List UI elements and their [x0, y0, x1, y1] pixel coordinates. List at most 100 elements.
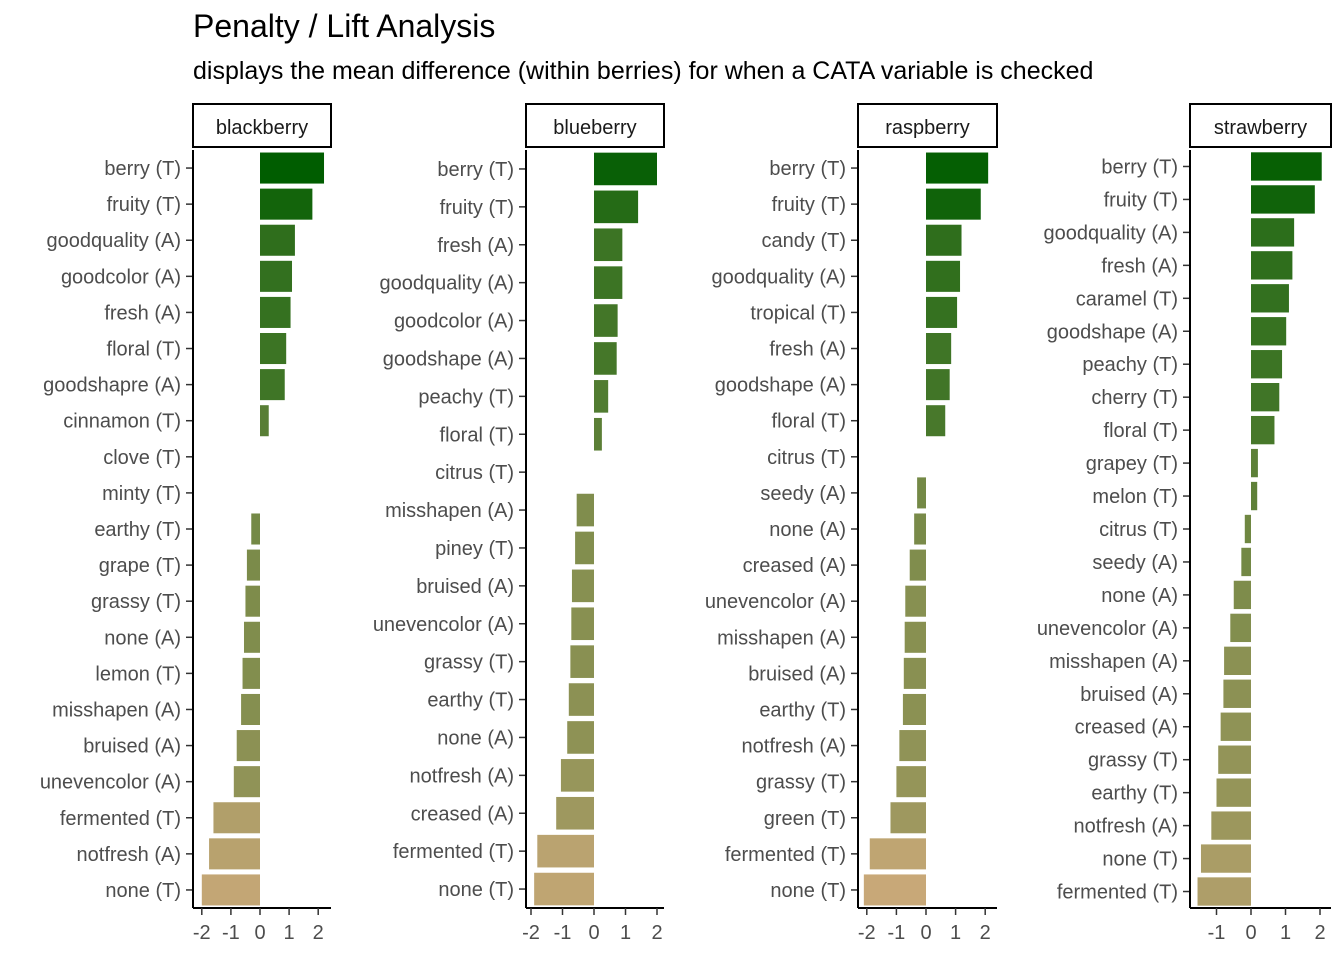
- bar: [1251, 448, 1258, 478]
- y-tick-label: fermented (T): [725, 844, 846, 866]
- bar: [594, 266, 623, 299]
- bar: [570, 645, 594, 678]
- bar: [246, 549, 260, 581]
- bar: [902, 693, 926, 725]
- bar: [904, 621, 926, 653]
- bar: [903, 657, 926, 689]
- y-tick-label: grassy (T): [1088, 750, 1178, 772]
- x-tick-label: 2: [651, 922, 662, 944]
- y-tick-label: earthy (T): [1091, 783, 1178, 805]
- bar: [926, 188, 981, 220]
- bar: [926, 333, 952, 365]
- bar: [568, 683, 594, 716]
- y-tick-label: fresh (A): [1101, 255, 1178, 277]
- y-tick-label: bruised (A): [416, 576, 514, 598]
- y-tick-label: floral (T): [772, 411, 846, 433]
- y-tick-label: unevencolor (A): [1037, 618, 1178, 640]
- x-tick-label: 0: [254, 922, 265, 944]
- bar: [926, 369, 950, 401]
- bar: [260, 152, 325, 184]
- bar: [1251, 152, 1322, 181]
- y-tick-label: fruity (T): [107, 194, 181, 216]
- y-tick-label: none (A): [437, 727, 514, 749]
- y-tick-label: notfresh (A): [410, 765, 514, 787]
- y-tick-label: bruised (A): [748, 663, 846, 685]
- bar: [1216, 778, 1251, 807]
- strip-box: [525, 103, 665, 148]
- strip-label: raspberry: [885, 117, 969, 139]
- y-tick-label: berry (T): [104, 158, 181, 180]
- bar: [575, 531, 594, 565]
- y-tick-label: seedy (A): [760, 483, 846, 505]
- y-tick-label: creased (A): [411, 803, 514, 825]
- y-tick-label: fermented (T): [60, 808, 181, 830]
- y-tick-label: grassy (T): [91, 591, 181, 613]
- bar: [260, 333, 287, 365]
- bar: [926, 260, 961, 292]
- bar: [567, 721, 594, 754]
- x-tick-label: -2: [858, 922, 876, 944]
- facet-panel-blackberry: blackberry berry (T) fruity (T) goodquality…: [40, 103, 332, 944]
- y-tick-label: floral (T): [440, 424, 514, 446]
- facet-panel-strawberry: strawberry berry (T) fruity (T) goodquality…: [1037, 103, 1332, 944]
- y-tick-label: misshapen (A): [1049, 651, 1178, 673]
- y-tick-label: fresh (A): [769, 339, 846, 361]
- bar: [1218, 745, 1251, 774]
- y-tick-label: misshapen (A): [717, 627, 846, 649]
- bar: [560, 759, 594, 792]
- y-tick-label: goodshape (A): [383, 348, 514, 370]
- y-tick-label: citrus (T): [767, 447, 846, 469]
- bar: [260, 405, 269, 437]
- strip-label: blueberry: [553, 117, 636, 139]
- y-tick-label: misshapen (A): [52, 699, 181, 721]
- y-tick-label: notfresh (A): [77, 844, 181, 866]
- strip-box: [1189, 103, 1332, 148]
- y-tick-label: goodshape (A): [1047, 321, 1178, 343]
- x-tick-label: -1: [222, 922, 240, 944]
- facet-panel-raspberry: raspberry berry (T) fruity (T) candy (T) goo…: [705, 103, 998, 944]
- bar: [245, 585, 260, 617]
- y-tick-label: unevencolor (A): [373, 614, 514, 636]
- y-tick-label: earthy (T): [759, 699, 846, 721]
- bar: [213, 802, 260, 834]
- y-tick-label: green (T): [764, 808, 846, 830]
- x-tick-label: 2: [313, 922, 324, 944]
- y-tick-label: bruised (A): [83, 736, 181, 758]
- bar: [926, 296, 958, 328]
- bar: [1233, 580, 1251, 610]
- y-tick-label: goodquality (A): [711, 266, 846, 288]
- y-tick-label: creased (A): [743, 555, 846, 577]
- x-tick-label: -1: [554, 922, 572, 944]
- bar: [242, 657, 260, 689]
- y-tick-label: goodcolor (A): [61, 266, 181, 288]
- bar: [594, 190, 639, 224]
- chart-title: Penalty / Lift Analysis: [193, 8, 496, 44]
- y-tick-label: seedy (A): [1092, 552, 1178, 574]
- bar: [1251, 383, 1280, 412]
- y-tick-label: none (T): [1102, 849, 1178, 871]
- y-tick-label: cherry (T): [1091, 387, 1178, 409]
- bar: [1244, 514, 1251, 544]
- y-tick-label: berry (T): [437, 159, 514, 181]
- y-tick-label: berry (T): [1101, 156, 1178, 178]
- bar: [201, 874, 260, 906]
- bar: [1251, 185, 1315, 214]
- x-tick-label: 1: [284, 922, 295, 944]
- strip-box: [192, 103, 332, 148]
- bar: [1251, 350, 1283, 379]
- y-tick-label: peachy (T): [1082, 354, 1178, 376]
- y-tick-label: clove (T): [103, 447, 181, 469]
- y-tick-label: floral (T): [107, 339, 181, 361]
- y-tick-label: fermented (T): [1057, 882, 1178, 904]
- bar: [571, 569, 594, 603]
- y-tick-label: unevencolor (A): [40, 772, 181, 794]
- bar: [594, 304, 618, 337]
- y-tick-label: creased (A): [1075, 717, 1178, 739]
- x-tick-label: 0: [588, 922, 599, 944]
- bar: [1251, 481, 1258, 511]
- bar: [1251, 415, 1275, 445]
- bar: [926, 405, 946, 437]
- y-tick-label: goodcolor (A): [394, 311, 514, 333]
- bar: [556, 796, 594, 830]
